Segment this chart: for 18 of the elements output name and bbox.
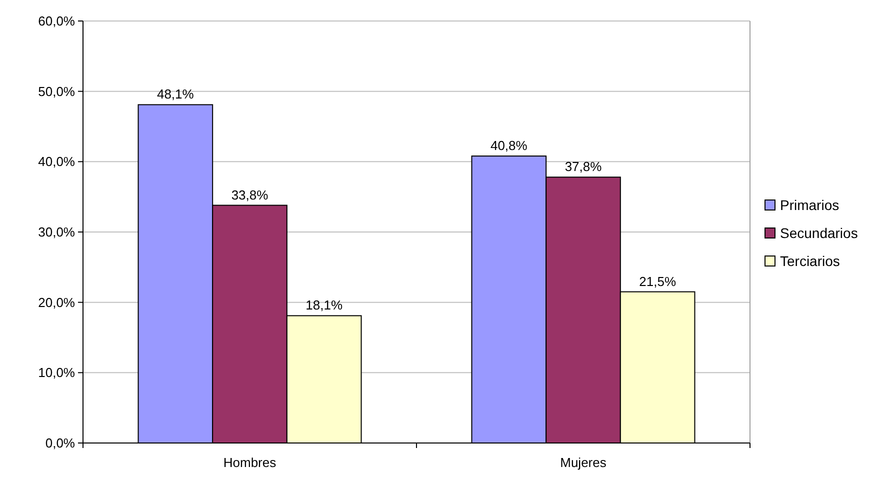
x-tick-label: Hombres: [223, 455, 277, 470]
y-tick-label: 50,0%: [38, 84, 76, 99]
data-label: 21,5%: [639, 274, 676, 289]
y-tick-label: 0,0%: [45, 436, 76, 451]
x-tick-label: Mujeres: [560, 455, 607, 470]
y-tick-label: 30,0%: [38, 224, 76, 240]
data-label: 40,8%: [490, 138, 528, 154]
data-label: 48,1%: [156, 86, 194, 102]
legend-label: Terciarios: [780, 252, 840, 269]
y-tick-label: 60,0%: [38, 14, 76, 29]
data-label: 18,1%: [306, 298, 343, 313]
legend-label: Secundarios: [780, 224, 858, 241]
y-tick-label: 20,0%: [38, 294, 76, 310]
y-tick-label: 10,0%: [38, 365, 76, 380]
y-tick-label: 40,0%: [38, 154, 76, 170]
data-label: 33,8%: [231, 187, 269, 202]
legend-label: Primarios: [780, 196, 840, 213]
data-label: 37,8%: [564, 159, 602, 174]
